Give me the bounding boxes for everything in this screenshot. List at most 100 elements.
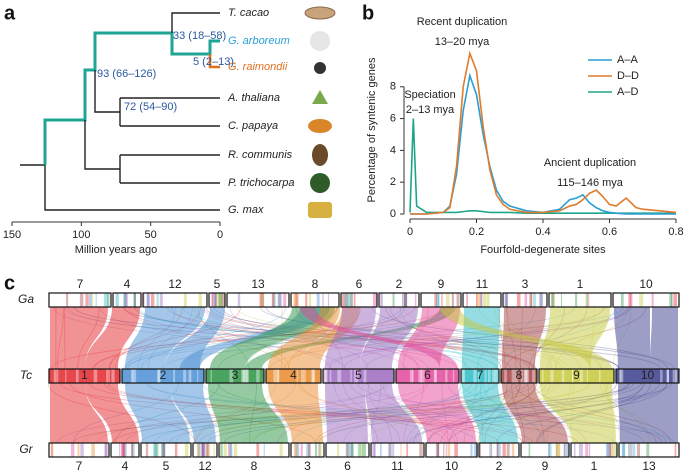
chromosome-band (452, 369, 455, 383)
chromosome (619, 443, 679, 457)
chromosome-band (300, 443, 303, 457)
synteny-ribbon (614, 307, 650, 369)
chromosome-band (563, 443, 565, 457)
chromosome-band (588, 293, 590, 307)
synteny-ribbon (170, 383, 216, 443)
chromosome-outline (500, 368, 538, 384)
synteny-ribbon (398, 307, 460, 369)
synteny-ribbon (650, 307, 678, 369)
chromosome-outline (478, 442, 520, 458)
chromosome-band (229, 369, 234, 383)
row-label: Gr (19, 442, 33, 456)
chromosome-band (213, 443, 215, 457)
chromosome-band (154, 443, 159, 457)
chromosome-band (502, 443, 506, 457)
synteny-ribbon (300, 307, 458, 369)
icon (312, 144, 328, 166)
chromosome-band (121, 443, 125, 457)
chromosome-band (667, 369, 669, 383)
chromosome-band (53, 369, 57, 383)
chromosome-band (311, 369, 315, 383)
chromosome-band (607, 443, 611, 457)
chromosome-band (619, 369, 622, 383)
chromosome-label: 4 (122, 459, 129, 470)
chromosome (426, 443, 477, 457)
chromosome-band (325, 369, 328, 383)
chromosome-band (402, 293, 404, 307)
chromosome-band (121, 443, 124, 457)
legend-label: A–A (617, 54, 638, 66)
chromosome-band (358, 443, 363, 457)
chromosome-band (446, 293, 450, 307)
synteny-ribbon (85, 307, 140, 369)
x-tick-label: 0.2 (469, 226, 484, 238)
node-age-label: 93 (66–126) (97, 68, 156, 80)
chromosome-band (348, 293, 352, 307)
chromosome-band (530, 293, 533, 307)
chromosome-band (283, 293, 287, 307)
chromosome-band (420, 369, 425, 383)
chromosome (371, 443, 424, 457)
chromosome (461, 369, 499, 383)
chromosome-band (636, 443, 641, 457)
chromosome-label: 2 (496, 459, 503, 470)
chromosome-band (357, 443, 362, 457)
chromosome-band (550, 369, 554, 383)
chromosome-band (337, 443, 340, 457)
synteny-ribbon (462, 307, 500, 369)
chromosome-band (201, 443, 205, 457)
chromosome-band (329, 369, 332, 383)
chromosome-band (323, 369, 327, 383)
chromosome-band (667, 369, 669, 383)
chromosome-outline (290, 442, 325, 458)
chromosome-band (116, 293, 120, 307)
chromosome-band (505, 293, 508, 307)
chromosome-label: 10 (639, 277, 653, 291)
chromosome-band (381, 293, 383, 307)
annotation: 2–13 mya (406, 104, 455, 116)
chromosome-label: 8 (312, 277, 319, 291)
chromosome-band (205, 443, 209, 457)
chromosome-band (346, 293, 349, 307)
chromosome-band (462, 369, 466, 383)
chromosome-band (131, 443, 133, 457)
taxon-label: G. arboreum (228, 35, 290, 47)
icon (310, 173, 330, 193)
chromosome-band (619, 369, 624, 383)
chromosome-band (162, 443, 166, 457)
chromosome-band (75, 369, 79, 383)
chromosome-band (197, 443, 200, 457)
chromosome-band (223, 443, 227, 457)
chromosome-band (588, 443, 591, 457)
chromosome-label: 1 (577, 277, 584, 291)
chromosome (141, 443, 191, 457)
chromosome-band (345, 443, 350, 457)
chromosome-band (585, 293, 588, 307)
chromosome-band (456, 293, 460, 307)
chromosome-band (441, 293, 443, 307)
chromosome-outline (370, 442, 425, 458)
chromosome-band (435, 443, 440, 457)
chromosome-band (372, 293, 377, 307)
chromosome (613, 293, 679, 307)
chromosome-band (520, 369, 524, 383)
chromosome-band (201, 443, 206, 457)
chromosome-band (305, 293, 308, 307)
chromosome-label: 2 (160, 368, 167, 382)
chromosome-label: 9 (542, 459, 549, 470)
chromosome-label: 6 (356, 277, 363, 291)
synteny-ribbon (125, 383, 190, 443)
chromosome-band (660, 369, 663, 383)
chromosome-band (150, 293, 155, 307)
chromosome-band (65, 369, 67, 383)
chromosome-band (561, 369, 565, 383)
chromosome-band (533, 293, 536, 307)
annotation: Recent duplication (417, 16, 508, 28)
chromosome-band (669, 293, 673, 307)
chromosome-band (316, 293, 320, 307)
chromosome-band (388, 443, 392, 457)
chromosome-band (674, 443, 677, 457)
panel-label: b (362, 2, 374, 24)
branch-highlight (43, 31, 220, 165)
chromosome-label: 8 (516, 368, 523, 382)
